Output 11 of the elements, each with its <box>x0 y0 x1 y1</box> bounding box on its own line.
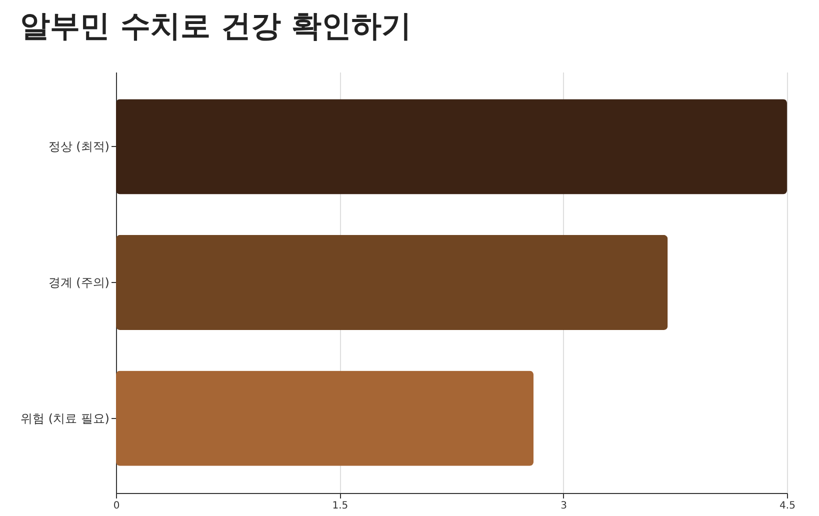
x-tick-label: 1.5 <box>332 500 348 512</box>
chart-title: 알부민 수치로 건강 확인하기 <box>20 9 412 44</box>
y-tick-label: 경계 (주의) <box>48 276 110 290</box>
bar <box>116 99 787 194</box>
bar <box>116 370 534 466</box>
x-tick-label: 4.5 <box>780 500 796 512</box>
x-tick-label: 0 <box>113 500 120 512</box>
y-tick-label: 정상 (최적) <box>48 140 110 154</box>
y-tick-label: 위험 (치료 필요) <box>20 411 110 426</box>
bar <box>116 234 668 330</box>
x-tick-label: 3 <box>560 500 568 512</box>
